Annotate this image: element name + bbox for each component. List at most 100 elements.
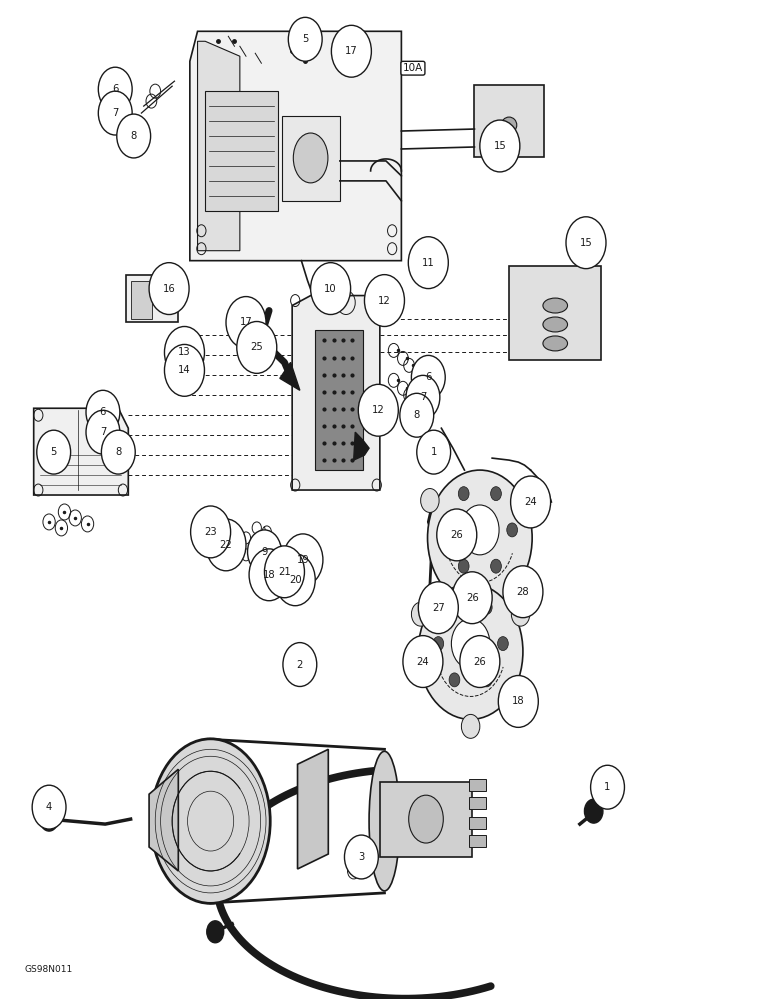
- Text: 9: 9: [261, 547, 268, 557]
- Circle shape: [497, 637, 508, 651]
- Circle shape: [421, 489, 439, 512]
- Polygon shape: [279, 362, 300, 390]
- Circle shape: [433, 637, 444, 651]
- FancyBboxPatch shape: [469, 797, 486, 809]
- Polygon shape: [34, 408, 128, 495]
- Text: 1: 1: [604, 782, 611, 792]
- Ellipse shape: [293, 133, 328, 183]
- Text: 17: 17: [239, 317, 252, 327]
- Circle shape: [459, 559, 469, 573]
- Circle shape: [98, 67, 132, 111]
- FancyBboxPatch shape: [205, 91, 279, 211]
- Ellipse shape: [543, 298, 567, 313]
- Text: 1: 1: [431, 447, 437, 457]
- Circle shape: [237, 321, 277, 373]
- Text: 12: 12: [372, 405, 384, 415]
- Circle shape: [117, 114, 151, 158]
- Circle shape: [149, 263, 189, 315]
- Circle shape: [207, 921, 224, 943]
- Ellipse shape: [543, 317, 567, 332]
- Circle shape: [101, 430, 135, 474]
- Circle shape: [164, 344, 205, 396]
- Ellipse shape: [369, 751, 400, 891]
- Circle shape: [40, 807, 59, 831]
- Polygon shape: [292, 296, 380, 490]
- Text: 25: 25: [250, 342, 263, 352]
- FancyBboxPatch shape: [509, 266, 601, 360]
- Text: 2: 2: [296, 660, 303, 670]
- Text: 13: 13: [178, 347, 191, 357]
- Polygon shape: [190, 31, 401, 261]
- Ellipse shape: [543, 336, 567, 351]
- Circle shape: [248, 530, 281, 574]
- Text: 26: 26: [450, 530, 463, 540]
- Circle shape: [461, 505, 499, 555]
- Text: 18: 18: [512, 696, 525, 706]
- Circle shape: [411, 355, 445, 399]
- Text: 7: 7: [100, 427, 106, 437]
- Circle shape: [428, 470, 532, 606]
- FancyBboxPatch shape: [475, 85, 543, 157]
- Circle shape: [491, 559, 501, 573]
- Text: 22: 22: [219, 540, 232, 550]
- Circle shape: [406, 375, 440, 419]
- Circle shape: [265, 546, 304, 598]
- Circle shape: [418, 584, 523, 719]
- Ellipse shape: [151, 739, 270, 903]
- FancyBboxPatch shape: [469, 817, 486, 829]
- Text: 12: 12: [378, 296, 391, 306]
- Circle shape: [498, 676, 538, 727]
- Ellipse shape: [501, 117, 516, 133]
- Text: 8: 8: [115, 447, 121, 457]
- Circle shape: [482, 600, 493, 614]
- Circle shape: [460, 636, 499, 687]
- Circle shape: [591, 765, 625, 809]
- Polygon shape: [198, 41, 240, 251]
- Circle shape: [491, 487, 501, 501]
- Circle shape: [411, 602, 430, 626]
- Text: 17: 17: [345, 46, 357, 56]
- Text: 19: 19: [296, 555, 310, 565]
- FancyBboxPatch shape: [380, 782, 472, 857]
- Text: 14: 14: [178, 365, 191, 375]
- Text: 7: 7: [112, 108, 118, 118]
- Circle shape: [417, 430, 451, 474]
- Circle shape: [86, 410, 120, 454]
- Circle shape: [510, 476, 550, 528]
- FancyBboxPatch shape: [469, 835, 486, 847]
- Circle shape: [206, 519, 246, 571]
- Text: 27: 27: [432, 603, 445, 613]
- Ellipse shape: [501, 135, 516, 151]
- Text: 10A: 10A: [403, 63, 423, 73]
- Polygon shape: [354, 432, 369, 460]
- Circle shape: [86, 390, 120, 434]
- Text: 15: 15: [580, 238, 592, 248]
- Text: 4: 4: [46, 802, 52, 812]
- Circle shape: [452, 619, 490, 669]
- Circle shape: [408, 237, 449, 289]
- Ellipse shape: [408, 795, 443, 843]
- Circle shape: [452, 572, 493, 624]
- Circle shape: [276, 554, 315, 606]
- Circle shape: [584, 799, 603, 823]
- Circle shape: [283, 534, 323, 586]
- Circle shape: [437, 509, 477, 561]
- Text: 8: 8: [130, 131, 137, 141]
- Circle shape: [37, 430, 70, 474]
- Text: 24: 24: [524, 497, 537, 507]
- FancyBboxPatch shape: [126, 275, 178, 322]
- Circle shape: [249, 549, 289, 601]
- Text: 10: 10: [324, 284, 337, 294]
- Circle shape: [520, 489, 539, 512]
- Circle shape: [471, 601, 489, 625]
- Text: 5: 5: [50, 447, 57, 457]
- Circle shape: [449, 600, 460, 614]
- FancyBboxPatch shape: [469, 779, 486, 791]
- Text: 21: 21: [278, 567, 291, 577]
- Text: 26: 26: [473, 657, 486, 667]
- Circle shape: [511, 602, 530, 626]
- Text: GS98N011: GS98N011: [25, 965, 73, 974]
- FancyBboxPatch shape: [130, 281, 152, 319]
- Circle shape: [344, 835, 378, 879]
- Text: 6: 6: [425, 372, 432, 382]
